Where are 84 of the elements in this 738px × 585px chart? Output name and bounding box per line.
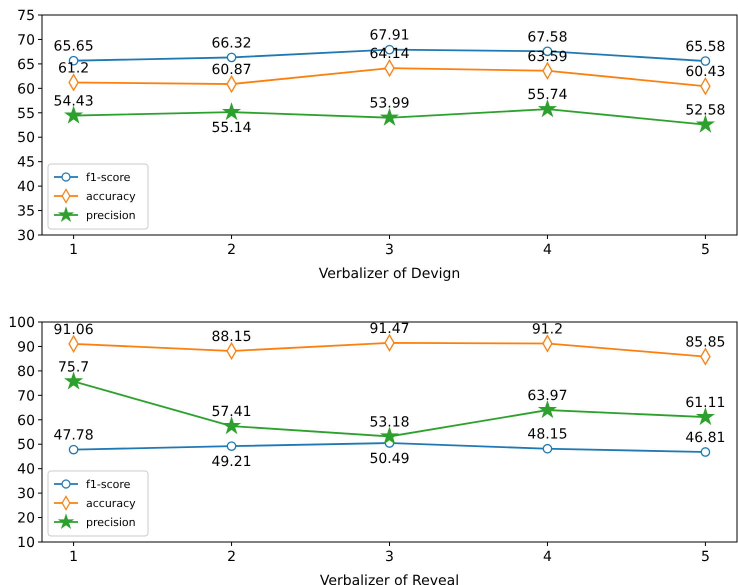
y-tick-label: 65 xyxy=(17,56,35,73)
point xyxy=(226,52,236,62)
point xyxy=(68,444,78,454)
data-label: 48.15 xyxy=(527,426,568,443)
data-label: 55.74 xyxy=(527,87,568,104)
data-label: 50.49 xyxy=(369,451,410,468)
point xyxy=(700,447,710,457)
data-label: 66.32 xyxy=(212,35,252,52)
x-axis-title: Verbalizer of Devign xyxy=(318,266,460,282)
y-tick-label: 55 xyxy=(17,106,35,122)
y-tick-label: 70 xyxy=(17,388,35,404)
point xyxy=(697,408,714,424)
point xyxy=(223,418,240,434)
y-tick-label: 30 xyxy=(17,228,35,244)
y-tick-label: 30 xyxy=(17,486,35,502)
data-label: 63.59 xyxy=(527,48,568,65)
y-tick-label: 100 xyxy=(8,315,35,331)
point xyxy=(697,116,714,132)
point xyxy=(223,104,240,120)
y-tick-label: 80 xyxy=(17,364,35,380)
y-tick-label: 90 xyxy=(17,339,35,356)
x-tick-label: 5 xyxy=(700,242,710,258)
data-label: 53.18 xyxy=(369,414,410,430)
x-tick-label: 1 xyxy=(69,549,78,565)
point xyxy=(539,100,556,116)
y-tick-label: 45 xyxy=(17,154,35,171)
data-label: 47.78 xyxy=(54,428,94,444)
data-label: 49.21 xyxy=(212,454,252,470)
y-tick-label: 60 xyxy=(17,412,35,429)
data-label: 91.2 xyxy=(532,322,564,338)
data-label: 63.97 xyxy=(527,388,568,404)
point xyxy=(65,107,82,123)
data-label: 54.43 xyxy=(54,94,94,110)
data-label: 60.43 xyxy=(685,64,726,80)
legend-label: f1-score xyxy=(86,171,131,184)
y-tick-label: 50 xyxy=(17,130,35,146)
data-label: 85.85 xyxy=(685,334,726,351)
data-label: 60.87 xyxy=(212,62,252,78)
y-tick-label: 75 xyxy=(17,8,35,24)
y-tick-label: 35 xyxy=(17,204,35,220)
y-tick-label: 70 xyxy=(17,32,35,48)
legend-label: f1-score xyxy=(86,478,131,491)
data-label: 88.15 xyxy=(212,328,252,345)
data-label: 46.81 xyxy=(685,430,726,446)
x-tick-label: 5 xyxy=(700,549,710,565)
y-tick-label: 20 xyxy=(17,510,35,527)
data-label: 67.58 xyxy=(527,29,568,46)
point xyxy=(65,372,82,388)
x-tick-label: 2 xyxy=(227,242,236,258)
legend-label: accuracy xyxy=(86,497,136,510)
point xyxy=(381,109,398,125)
x-axis-title: Verbalizer of Reveal xyxy=(320,573,460,585)
x-tick-label: 1 xyxy=(69,242,78,258)
legend-label: accuracy xyxy=(86,190,136,203)
point xyxy=(539,402,556,418)
data-label: 91.06 xyxy=(54,322,94,338)
x-tick-label: 3 xyxy=(385,242,394,258)
data-label: 53.99 xyxy=(369,96,410,112)
point xyxy=(700,56,710,66)
data-label: 64.14 xyxy=(369,46,410,62)
data-label: 65.58 xyxy=(685,39,726,56)
y-tick-label: 50 xyxy=(17,437,35,454)
x-tick-label: 2 xyxy=(227,549,236,565)
data-label: 57.41 xyxy=(212,404,252,420)
data-label: 52.58 xyxy=(685,102,726,119)
data-label: 91.47 xyxy=(369,320,410,337)
data-label: 61.2 xyxy=(58,60,90,76)
data-label: 55.14 xyxy=(212,120,252,136)
data-label: 75.7 xyxy=(58,359,90,376)
x-tick-label: 3 xyxy=(385,549,394,565)
y-tick-label: 10 xyxy=(17,535,35,551)
y-tick-label: 40 xyxy=(17,462,35,478)
legend-label: precision xyxy=(86,209,136,222)
y-tick-label: 40 xyxy=(17,179,35,196)
data-label: 67.91 xyxy=(369,28,410,44)
point xyxy=(381,428,398,444)
legend-label: precision xyxy=(86,516,136,529)
point xyxy=(226,441,236,451)
x-tick-label: 4 xyxy=(542,242,552,258)
point xyxy=(542,444,552,454)
y-tick-label: 60 xyxy=(17,81,35,98)
x-tick-label: 4 xyxy=(542,549,552,565)
data-label: 61.11 xyxy=(685,395,726,412)
data-label: 65.65 xyxy=(54,38,94,55)
